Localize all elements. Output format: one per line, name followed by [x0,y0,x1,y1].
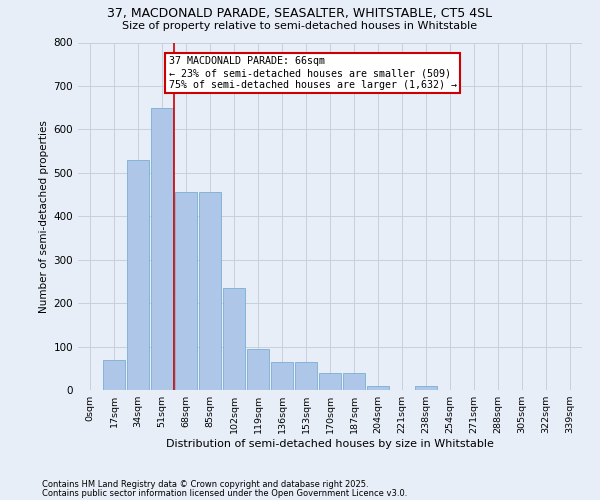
Bar [367,386,389,390]
Bar [175,192,197,390]
Y-axis label: Number of semi-detached properties: Number of semi-detached properties [40,120,49,312]
Bar [199,192,221,390]
Bar [295,362,317,390]
X-axis label: Distribution of semi-detached houses by size in Whitstable: Distribution of semi-detached houses by … [166,439,494,449]
Text: 37 MACDONALD PARADE: 66sqm
← 23% of semi-detached houses are smaller (509)
75% o: 37 MACDONALD PARADE: 66sqm ← 23% of semi… [169,56,457,90]
Bar [127,160,149,390]
Bar [415,386,437,390]
Text: 37, MACDONALD PARADE, SEASALTER, WHITSTABLE, CT5 4SL: 37, MACDONALD PARADE, SEASALTER, WHITSTA… [107,8,493,20]
Bar [103,360,125,390]
Bar [151,108,173,390]
Text: Contains HM Land Registry data © Crown copyright and database right 2025.: Contains HM Land Registry data © Crown c… [42,480,368,489]
Bar [319,372,341,390]
Bar [271,362,293,390]
Bar [343,372,365,390]
Bar [223,288,245,390]
Bar [247,348,269,390]
Text: Contains public sector information licensed under the Open Government Licence v3: Contains public sector information licen… [42,489,407,498]
Text: Size of property relative to semi-detached houses in Whitstable: Size of property relative to semi-detach… [122,21,478,31]
